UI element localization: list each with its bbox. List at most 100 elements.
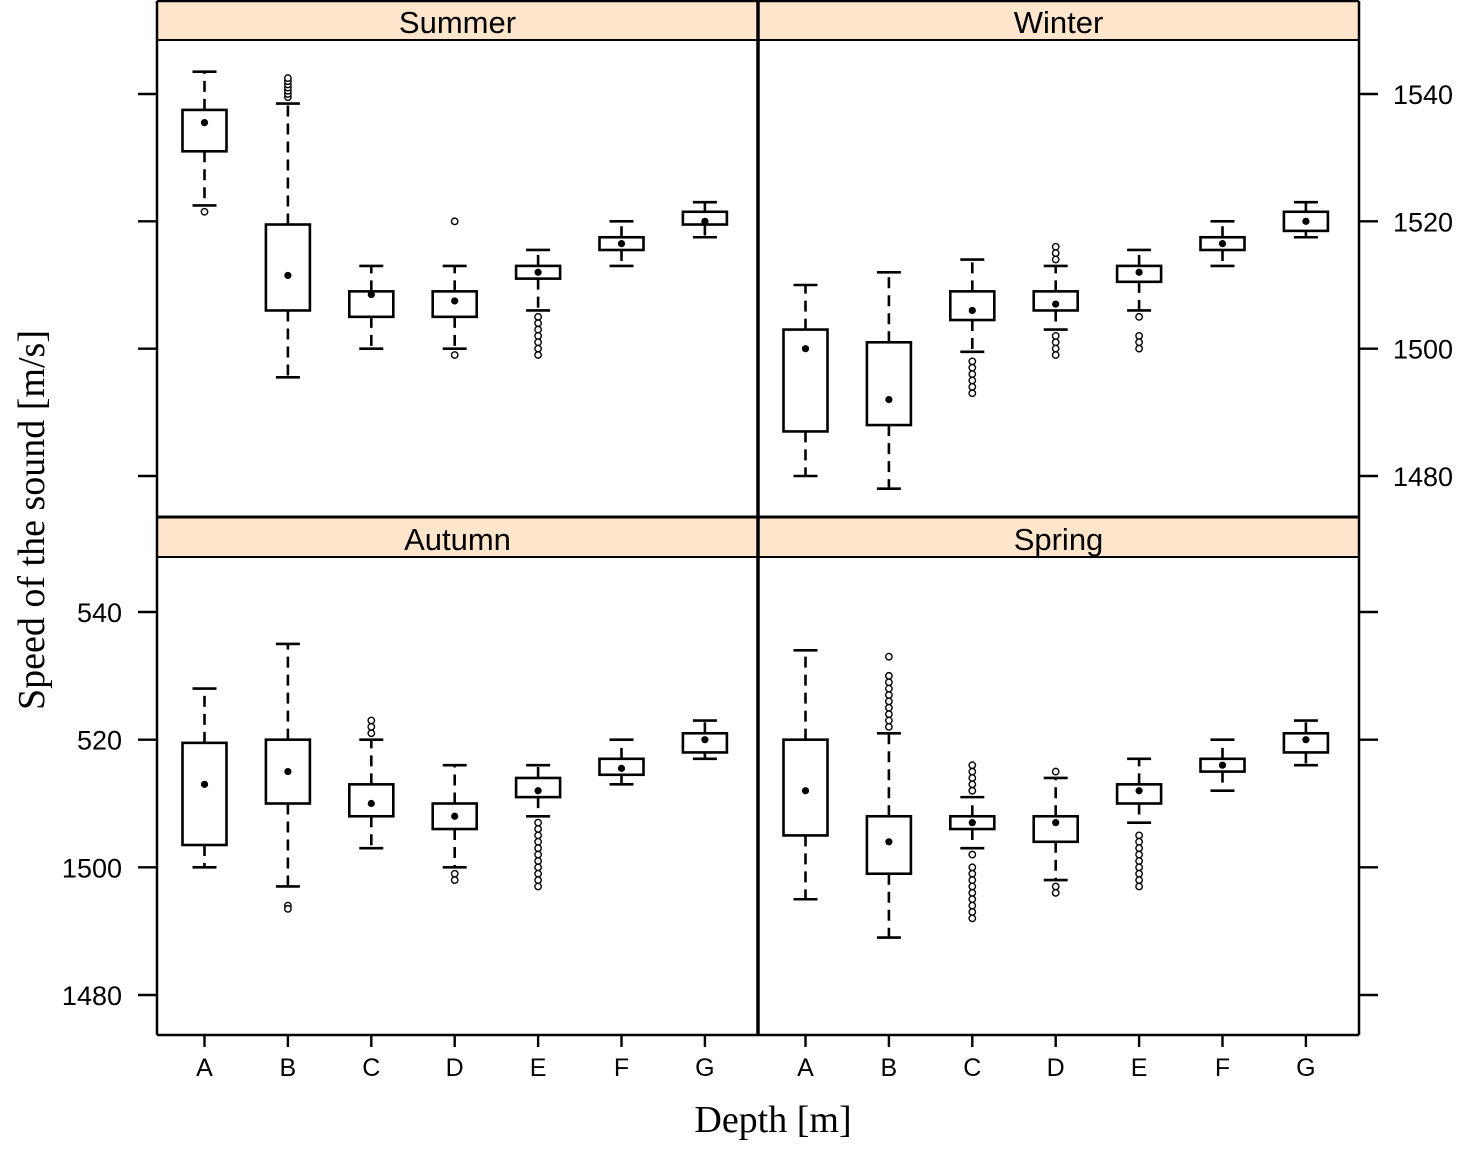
outlier-point	[1051, 255, 1060, 264]
outlier-point	[534, 332, 542, 340]
median-dot	[284, 271, 292, 280]
outlier-point	[1051, 767, 1060, 776]
iqr-box	[782, 328, 829, 433]
outlier-point	[367, 723, 376, 731]
median-dot	[1302, 217, 1310, 225]
outlier-point	[534, 319, 542, 328]
median-dot	[617, 240, 626, 248]
box-D	[1032, 767, 1079, 897]
iqr-box	[1199, 757, 1246, 773]
outlier-point	[885, 697, 893, 706]
outlier-point	[534, 344, 542, 353]
x-tick-label: D	[446, 1054, 464, 1082]
outlier-point	[1135, 863, 1144, 872]
strip-autumn	[157, 518, 758, 557]
x-tick-label: E	[530, 1054, 547, 1082]
iqr-box	[514, 264, 562, 280]
panel-winter: Winter	[758, 1, 1359, 491]
outlier-point	[1135, 869, 1144, 878]
iqr-box	[865, 814, 913, 876]
box-B	[865, 652, 913, 939]
outlier-point	[450, 217, 459, 226]
x-tick-label: G	[695, 1054, 714, 1082]
outlier-point	[450, 869, 459, 878]
x-tick-label: E	[1131, 1054, 1148, 1082]
median-dot	[968, 819, 976, 827]
outlier-point	[1135, 312, 1144, 321]
box-A	[782, 648, 829, 901]
median-dot	[200, 119, 209, 127]
median-dot	[451, 297, 459, 305]
outlier-point	[283, 74, 292, 82]
iqr-box	[1282, 210, 1330, 233]
outlier-point	[885, 703, 893, 712]
box-C	[347, 264, 395, 350]
x-tick-label: B	[881, 1054, 898, 1082]
outlier-point	[885, 723, 893, 731]
outlier-point	[1135, 831, 1144, 840]
outlier-point	[1051, 351, 1060, 359]
box-C	[948, 761, 996, 923]
median-dot	[801, 345, 810, 353]
outlier-point	[1051, 882, 1060, 891]
median-dot	[701, 736, 709, 744]
box-G	[1282, 200, 1330, 239]
y-axis-title: Speed of the sound [m/s]	[11, 330, 53, 710]
iqr-box	[782, 738, 829, 837]
outlier-point	[968, 370, 977, 379]
box-A	[181, 70, 228, 216]
median-dot	[1302, 736, 1310, 744]
outlier-point	[885, 716, 893, 725]
outlier-point	[1135, 857, 1144, 865]
box-F	[1199, 738, 1246, 793]
box-D	[431, 217, 479, 359]
strip-label-autumn: Autumn	[404, 522, 511, 557]
median-dot	[1052, 819, 1060, 827]
outlier-point	[885, 684, 893, 693]
outlier-point	[1135, 338, 1144, 347]
outlier-point	[534, 876, 542, 884]
axes-layer: 1480 1500 520 540 1480 1500 1520 1540 A B C D E F G A B C…	[62, 0, 1453, 1082]
x-tick-label: C	[362, 1054, 380, 1082]
outlier-point	[968, 376, 977, 385]
outlier-point	[885, 691, 893, 699]
outlier-point	[534, 857, 542, 865]
iqr-box	[681, 731, 729, 754]
outlier-point	[1051, 344, 1060, 353]
outlier-point	[968, 767, 977, 776]
panel-autumn: Autumn	[157, 518, 758, 913]
box-F	[598, 738, 645, 786]
box-E	[514, 248, 562, 359]
outlier-point	[534, 351, 542, 359]
box-D	[1032, 242, 1079, 359]
outlier-point	[1135, 882, 1144, 891]
median-dot	[885, 396, 893, 404]
right-tick-label: 1480	[1393, 462, 1453, 492]
box-B	[865, 270, 913, 491]
box-A	[782, 283, 829, 478]
box-B	[264, 642, 312, 913]
median-dot	[451, 812, 459, 820]
outlier-point	[1051, 888, 1060, 897]
outlier-point	[968, 357, 977, 366]
median-dot	[701, 217, 709, 225]
iqr-box	[181, 741, 228, 847]
strip-label-spring: Spring	[1014, 522, 1104, 557]
outlier-point	[968, 786, 977, 795]
outlier-point	[1135, 344, 1144, 353]
iqr-box	[431, 290, 479, 319]
box-E	[1115, 757, 1163, 891]
outlier-point	[968, 761, 977, 770]
iqr-box	[514, 776, 562, 799]
iqr-box	[347, 783, 395, 818]
left-tick-label: 540	[77, 598, 122, 628]
outlier-point	[534, 338, 542, 347]
outlier-point	[534, 312, 542, 321]
box-G	[681, 200, 729, 239]
outlier-point	[968, 389, 977, 398]
x-tick-label: G	[1296, 1054, 1315, 1082]
outlier-point	[885, 678, 893, 687]
outlier-point	[1135, 876, 1144, 884]
x-tick-label: F	[614, 1054, 629, 1082]
